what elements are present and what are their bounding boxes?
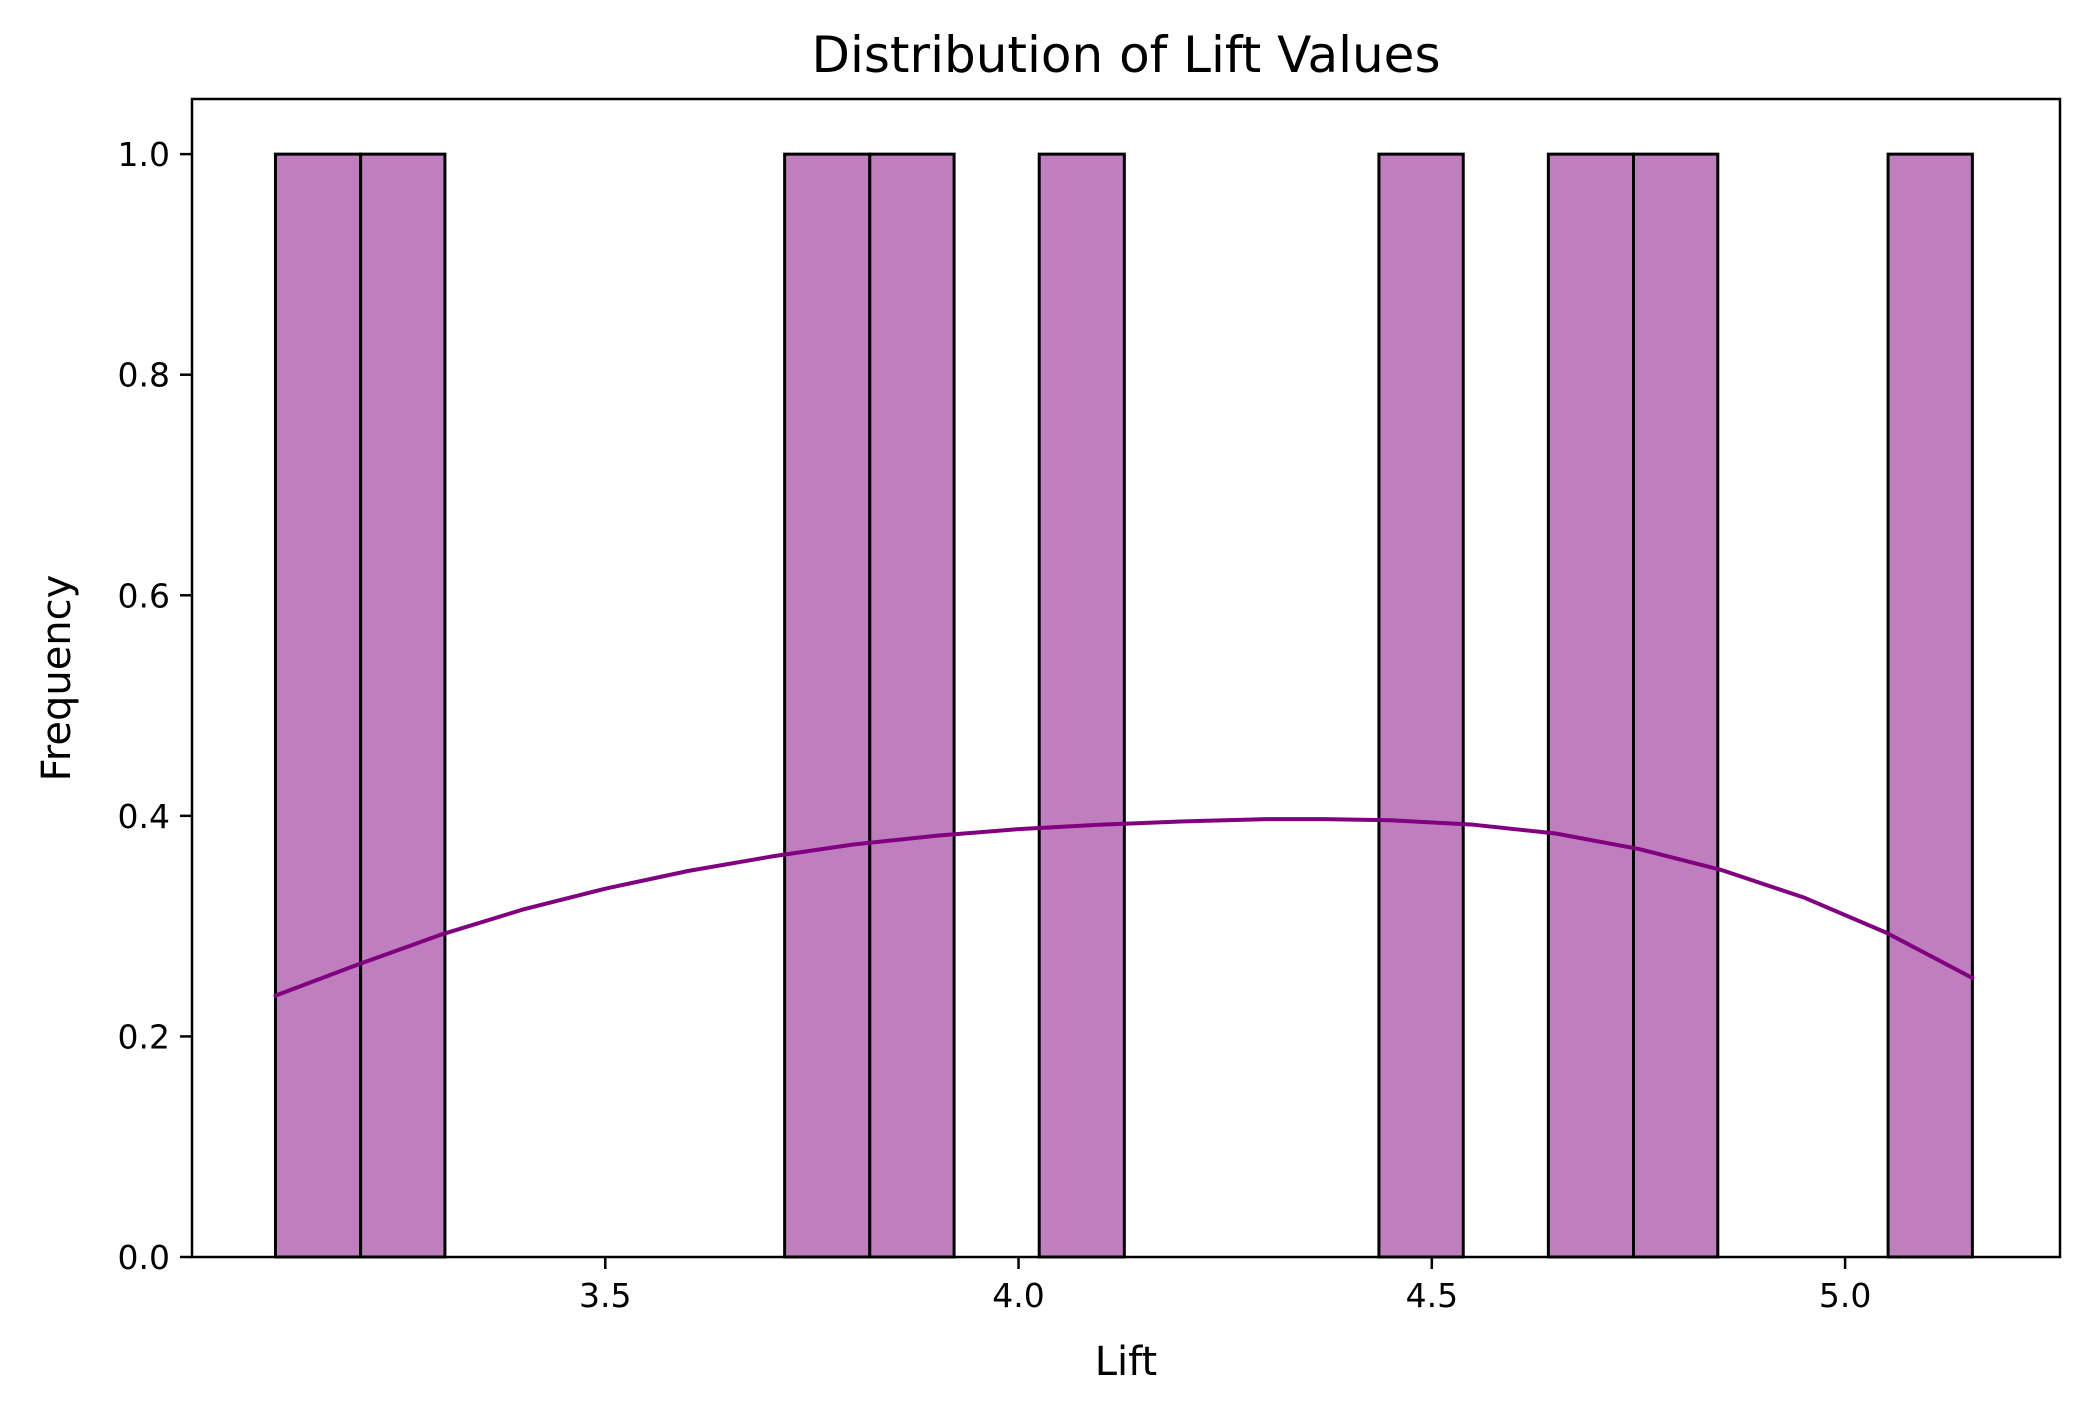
kde-layer <box>273 817 1975 998</box>
x-axis-label: Lift <box>1095 1339 1157 1385</box>
histogram-bar-8 <box>1632 152 1720 1259</box>
x-tick-label: 5.0 <box>1819 1276 1871 1315</box>
y-tick-label: 0.0 <box>118 1238 170 1277</box>
histogram-bar-7 <box>1546 152 1636 1259</box>
y-tick-label: 1.0 <box>118 135 170 174</box>
x-axis-ticks: 3.5 4.0 4.5 5.0 <box>579 1257 1871 1315</box>
histogram-bar-2 <box>359 152 447 1259</box>
y-tick-label: 0.8 <box>118 356 170 395</box>
plot-frame <box>190 97 2062 1259</box>
y-tick-label: 0.4 <box>118 797 170 836</box>
histogram-bar-5 <box>1037 152 1126 1259</box>
histogram-bar-3 <box>783 152 872 1259</box>
y-axis-label: Frequency <box>34 575 80 782</box>
x-tick-label: 4.0 <box>992 1276 1044 1315</box>
histogram-bar-6 <box>1377 152 1465 1259</box>
histogram-bar-9 <box>1886 152 1974 1259</box>
x-tick-label: 4.5 <box>1406 1276 1458 1315</box>
y-axis-ticks: 0.0 0.2 0.4 0.6 0.8 1.0 <box>118 135 192 1277</box>
bars-layer <box>273 152 1974 1259</box>
kde-curve <box>273 817 1975 998</box>
y-tick-label: 0.6 <box>118 576 170 615</box>
x-tick-label: 3.5 <box>579 1276 631 1315</box>
y-tick-label: 0.2 <box>118 1017 170 1056</box>
histogram-bar-1 <box>273 152 363 1259</box>
chart-title: Distribution of Lift Values <box>811 26 1440 84</box>
histogram-bar-4 <box>868 152 956 1259</box>
